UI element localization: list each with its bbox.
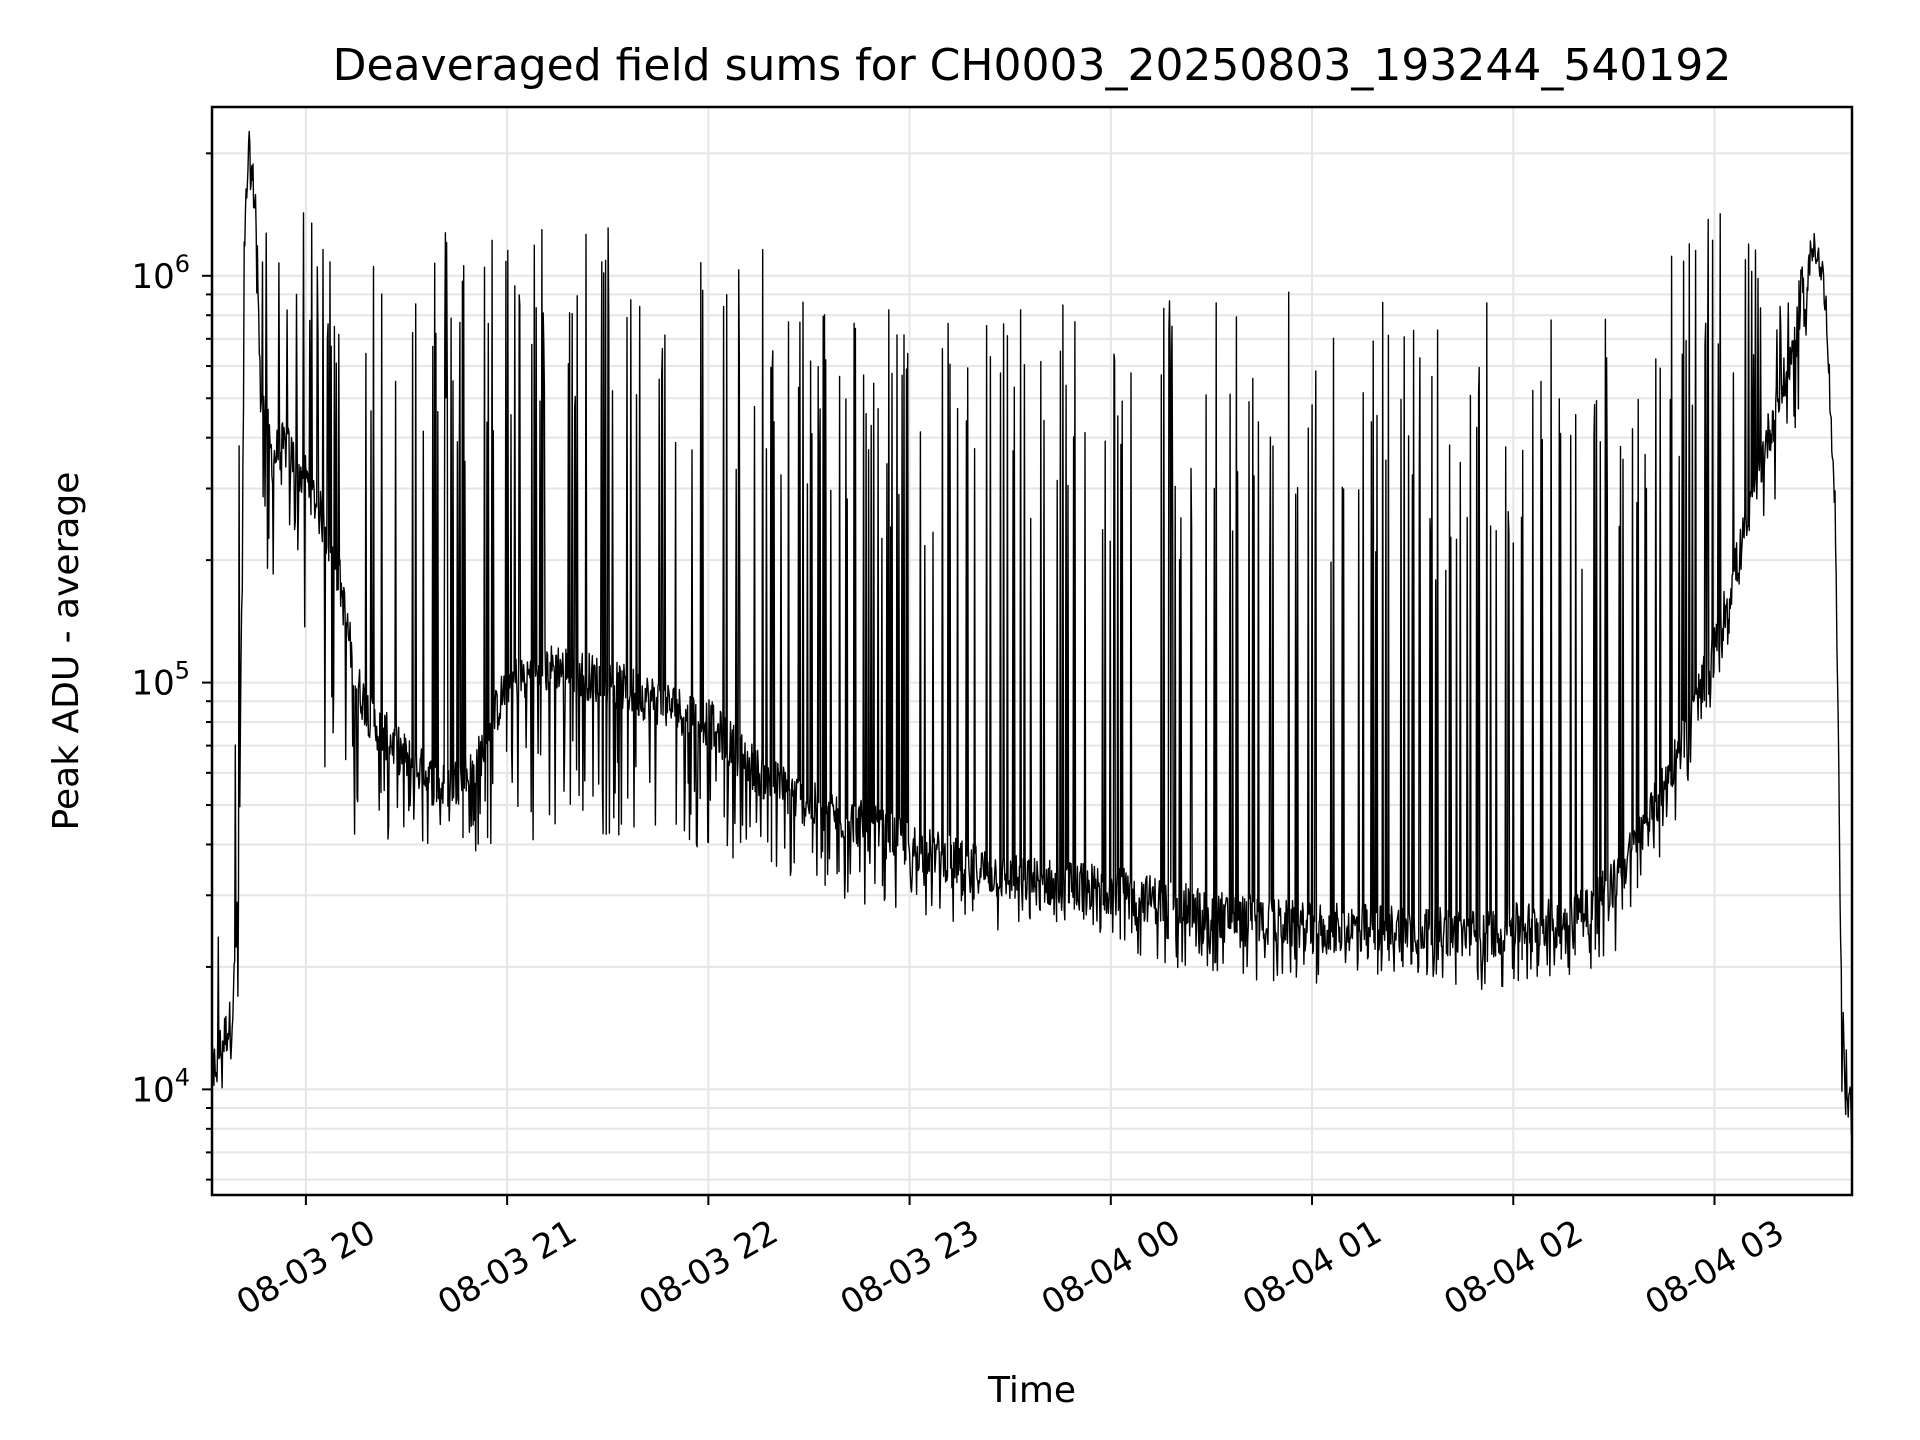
x-tick-label: 08-03 22 — [632, 1212, 784, 1323]
y-tick-base: 10 — [131, 257, 174, 297]
x-tick-label: 08-04 03 — [1639, 1212, 1791, 1323]
y-axis-label: Peak ADU - average — [46, 472, 87, 831]
y-tick-base: 10 — [131, 664, 174, 704]
y-tick-label: 105 — [131, 657, 190, 704]
x-tick-label: 08-04 02 — [1437, 1212, 1589, 1323]
x-tick-label: 08-03 23 — [834, 1212, 986, 1323]
y-tick-label: 106 — [131, 250, 190, 297]
y-tick-exponent: 4 — [175, 1063, 190, 1091]
y-tick-label: 104 — [131, 1063, 190, 1110]
x-axis-label: Time — [987, 1370, 1076, 1411]
x-tick-label: 08-03 20 — [230, 1212, 382, 1323]
x-tick-label: 08-04 01 — [1236, 1212, 1388, 1323]
y-tick-exponent: 6 — [175, 250, 190, 278]
chart-title: Deaveraged field sums for CH0003_2025080… — [333, 40, 1732, 91]
y-tick-base: 10 — [131, 1070, 174, 1110]
series-line — [211, 130, 1853, 1135]
x-tick-label: 08-03 21 — [431, 1212, 583, 1323]
x-tick-label: 08-04 00 — [1035, 1212, 1187, 1323]
y-tick-exponent: 5 — [175, 657, 190, 685]
plot-frame — [210, 105, 1854, 1197]
